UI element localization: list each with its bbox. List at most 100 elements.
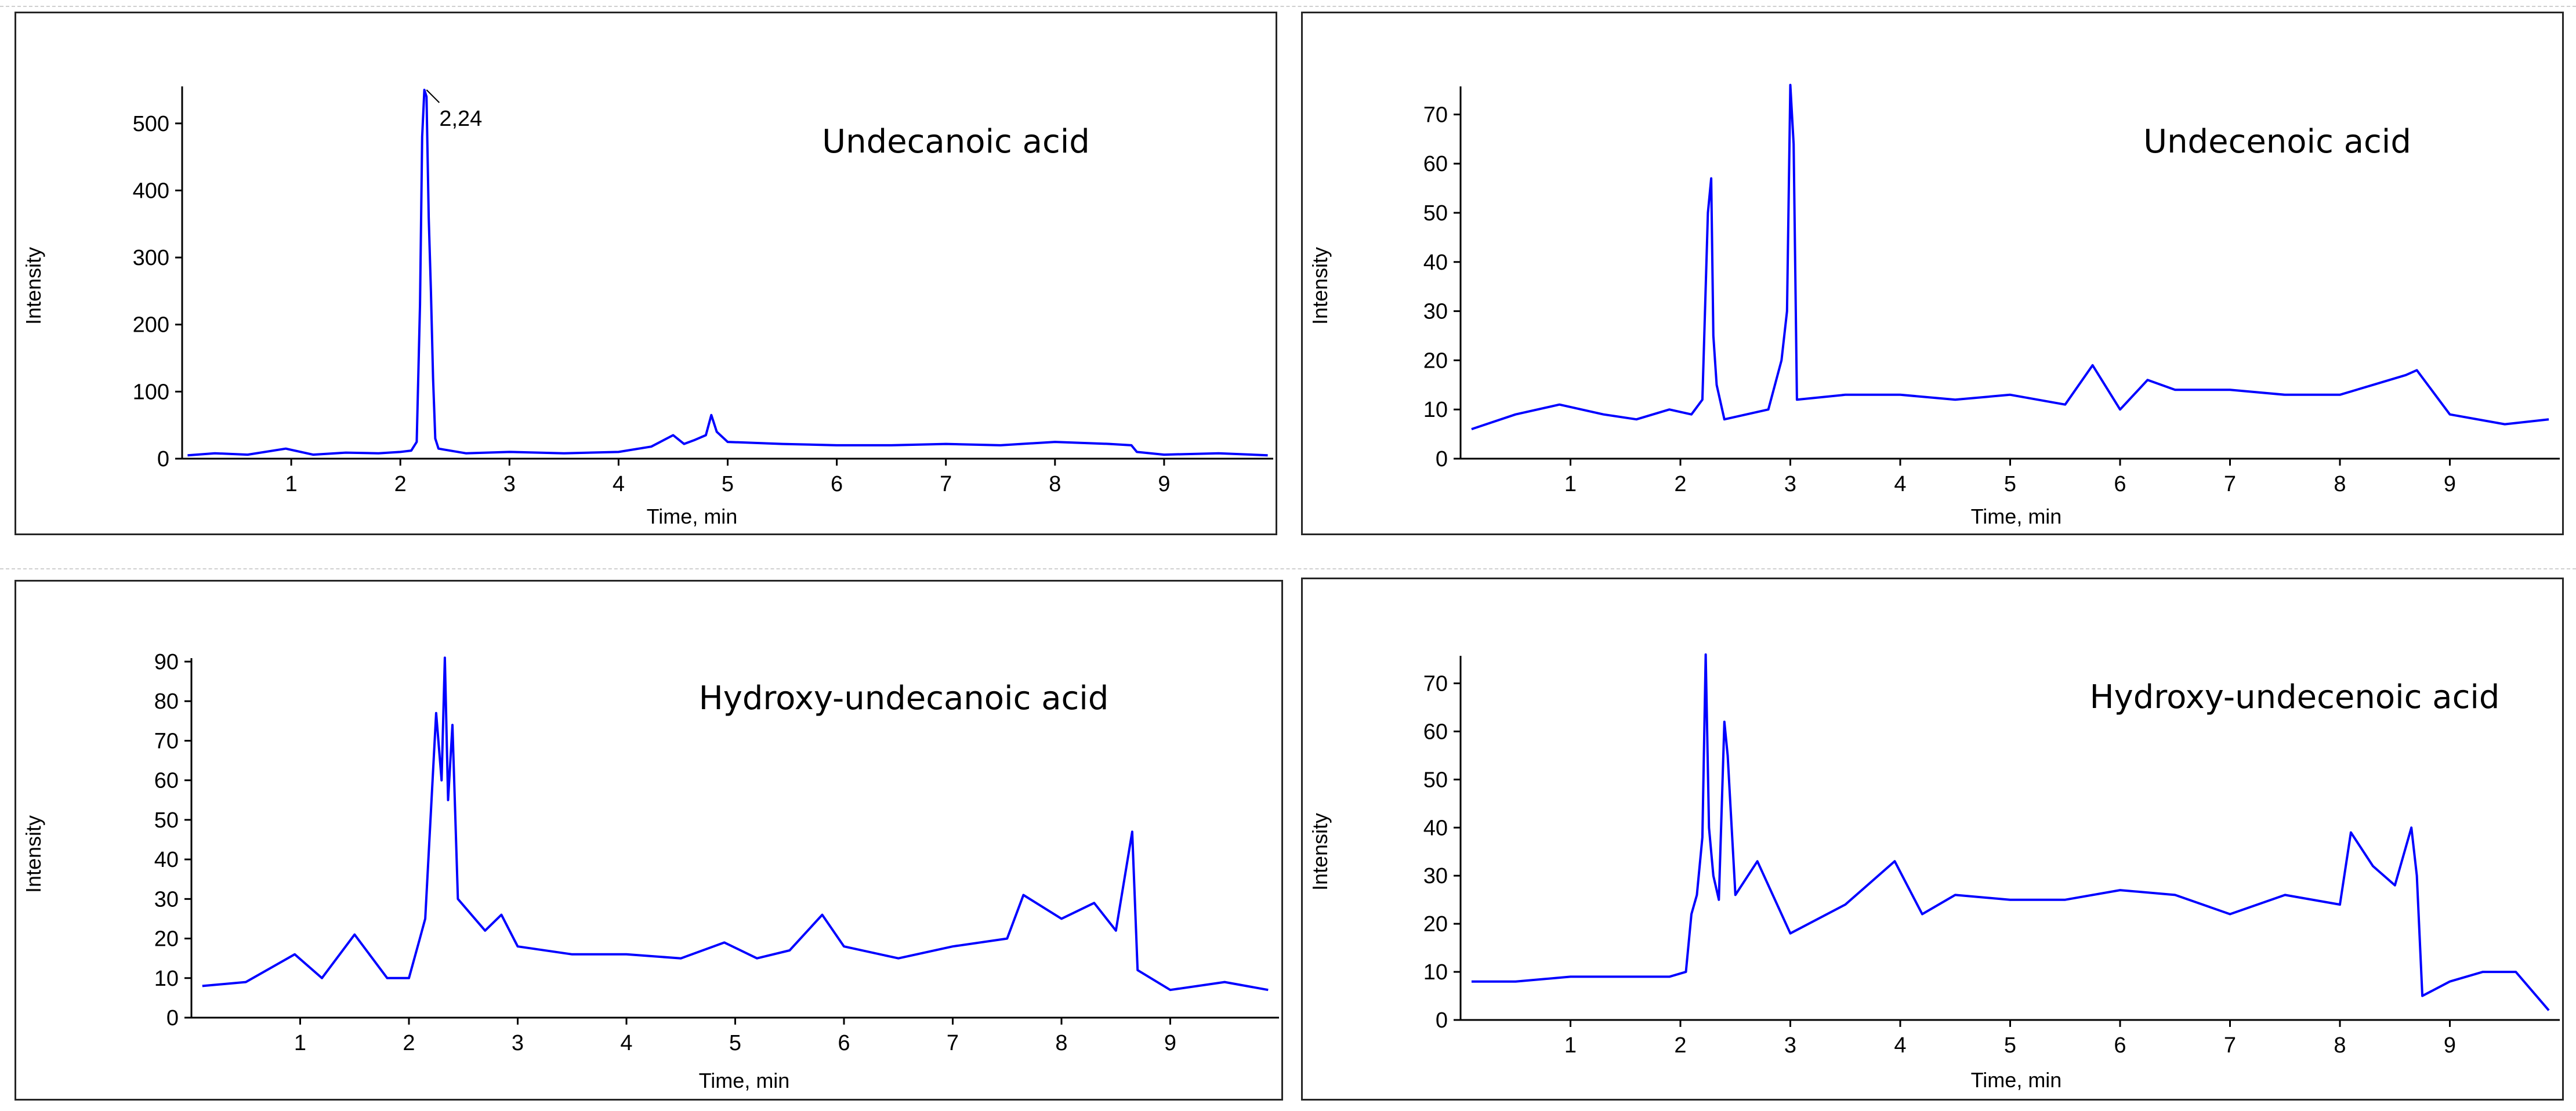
x-tick-label: 2 [1674, 1033, 1686, 1058]
y-tick-label: 30 [154, 887, 179, 912]
x-tick-label: 9 [1164, 1031, 1176, 1055]
y-tick-label: 20 [1423, 912, 1448, 936]
y-tick-label: 30 [1423, 864, 1448, 888]
chart-title: Undecanoic acid [822, 123, 1090, 161]
y-tick-label: 20 [154, 927, 179, 952]
y-tick-label: 90 [154, 650, 179, 674]
y-tick-label: 80 [154, 689, 179, 714]
x-tick-label: 1 [1564, 1033, 1577, 1058]
plot-area: 0 100 200 300 400 500 1 2 3 4 5 6 7 8 9 2,24 [133, 86, 1273, 496]
chart-svg: Hydroxy-undecanoic acid Intensity Time, … [21, 650, 1279, 1092]
x-tick-label: 3 [1784, 1033, 1796, 1058]
x-tick-label: 3 [512, 1031, 524, 1055]
x-tick-label: 2 [394, 472, 407, 496]
chart-panel-3: Hydroxy-undecanoic acid Intensity Time, … [15, 580, 1283, 1101]
plot-area: 0 10 20 30 40 50 60 70 80 90 1 2 3 4 5 6 7 8 9 [154, 650, 1279, 1055]
x-tick-label: 1 [285, 472, 298, 496]
chart-title: Undecenoic acid [2143, 123, 2411, 161]
x-tick-label: 9 [1158, 472, 1170, 496]
separator-middle [0, 568, 2576, 569]
chromatogram-trace [1471, 653, 2550, 1011]
y-axis-title: Intensity [1308, 247, 1332, 325]
x-tick-label: 7 [940, 472, 952, 496]
y-tick-label: 60 [154, 769, 179, 793]
y-tick-label: 300 [133, 246, 169, 270]
x-tick-label: 2 [1674, 472, 1686, 496]
x-tick-label: 6 [2114, 472, 2126, 496]
y-tick-label: 60 [1423, 720, 1448, 744]
x-tick-label: 5 [2004, 1033, 2016, 1058]
y-tick-label: 40 [1423, 816, 1448, 840]
x-axis-title: Time, min [699, 1069, 790, 1092]
x-tick-label: 4 [1894, 1033, 1906, 1058]
chart-title: Hydroxy-undecenoic acid [2090, 678, 2500, 716]
x-tick-label: 4 [613, 472, 625, 496]
x-tick-label: 3 [503, 472, 516, 496]
y-axis-title: Intensity [21, 815, 45, 893]
x-tick-label: 4 [1894, 472, 1906, 496]
x-tick-label: 9 [2444, 1033, 2456, 1058]
y-axis-title: Intensity [1308, 813, 1332, 891]
y-tick-label: 70 [1423, 671, 1448, 696]
y-tick-label: 0 [1436, 1008, 1448, 1033]
chart-svg: Hydroxy-undecenoic acid Intensity Time, … [1308, 653, 2560, 1092]
y-tick-label: 50 [154, 808, 179, 833]
chart-svg: Undecenoic acid Intensity Time, min 0 10 2… [1308, 83, 2560, 528]
y-tick-label: 10 [154, 967, 179, 991]
chart-title: Hydroxy-undecanoic acid [699, 680, 1109, 717]
peak-annotation-leader [426, 89, 440, 103]
y-tick-label: 20 [1423, 348, 1448, 373]
y-tick-label: 70 [1423, 103, 1448, 127]
y-tick-label: 0 [157, 447, 169, 471]
plot-area: 0 10 20 30 40 50 60 70 1 2 3 4 5 6 7 8 9 [1423, 653, 2560, 1058]
x-tick-label: 8 [2334, 472, 2346, 496]
separator-top [0, 6, 2576, 7]
chromatogram-trace [187, 89, 1268, 457]
chart-panel-4: Hydroxy-undecenoic acid Intensity Time, … [1301, 578, 2564, 1101]
y-tick-label: 60 [1423, 152, 1448, 176]
x-axis-title: Time, min [1971, 504, 2062, 528]
y-tick-label: 50 [1423, 201, 1448, 226]
y-tick-label: 400 [133, 179, 169, 203]
x-tick-label: 4 [620, 1031, 632, 1055]
chromatogram-trace [202, 656, 1269, 992]
chart-panel-1: Undecanoic acid Intensity Time, min 0 100… [15, 12, 1277, 535]
x-axis-title: Time, min [1971, 1068, 2062, 1092]
x-tick-label: 7 [2224, 1033, 2236, 1058]
y-tick-label: 10 [1423, 398, 1448, 422]
x-axis-title: Time, min [647, 504, 738, 528]
x-tick-label: 7 [2224, 472, 2236, 496]
x-tick-label: 3 [1784, 472, 1796, 496]
x-tick-label: 6 [838, 1031, 850, 1055]
chromatogram-trace [1471, 83, 2549, 430]
y-tick-label: 0 [166, 1006, 179, 1030]
x-tick-label: 2 [403, 1031, 415, 1055]
chart-svg: Undecanoic acid Intensity Time, min 0 100… [21, 86, 1273, 528]
x-tick-label: 9 [2444, 472, 2456, 496]
x-tick-label: 5 [729, 1031, 741, 1055]
y-axis-title: Intensity [21, 247, 45, 325]
y-tick-label: 100 [133, 380, 169, 404]
y-tick-label: 70 [154, 729, 179, 753]
x-tick-label: 8 [1049, 472, 1061, 496]
x-tick-label: 5 [722, 472, 734, 496]
y-tick-label: 500 [133, 112, 169, 136]
y-tick-label: 50 [1423, 768, 1448, 792]
y-tick-label: 200 [133, 313, 169, 337]
x-tick-label: 8 [2334, 1033, 2346, 1058]
chart-panel-2: Undecenoic acid Intensity Time, min 0 10 2… [1301, 12, 2564, 535]
x-tick-label: 1 [294, 1031, 306, 1055]
x-tick-label: 7 [947, 1031, 959, 1055]
peak-annotation: 2,24 [439, 107, 482, 131]
y-tick-label: 0 [1436, 447, 1448, 471]
y-tick-label: 40 [1423, 250, 1448, 275]
x-tick-label: 8 [1055, 1031, 1067, 1055]
x-tick-label: 6 [2114, 1033, 2126, 1058]
plot-area: 0 10 20 30 40 50 60 70 1 2 3 4 5 6 7 8 9 [1423, 83, 2560, 496]
y-tick-label: 10 [1423, 960, 1448, 985]
x-tick-label: 1 [1564, 472, 1577, 496]
y-tick-label: 30 [1423, 300, 1448, 324]
x-tick-label: 6 [831, 472, 843, 496]
y-tick-label: 40 [154, 848, 179, 872]
x-tick-label: 5 [2004, 472, 2016, 496]
